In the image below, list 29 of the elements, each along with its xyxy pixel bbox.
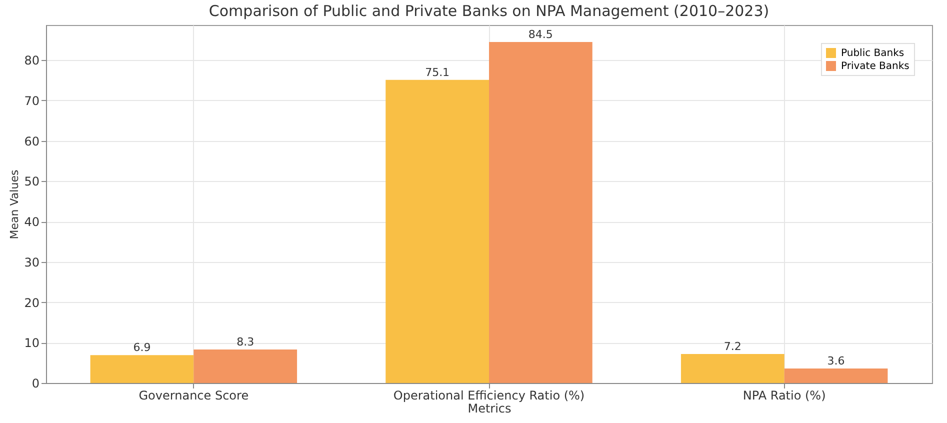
- y-tick-label: 80: [24, 54, 40, 68]
- y-tick-label: 40: [24, 215, 40, 230]
- bar: [489, 42, 592, 383]
- data-label: 84.5: [528, 28, 553, 41]
- y-axis-title: Mean Values: [8, 170, 22, 240]
- legend-label: Private Banks: [841, 61, 910, 72]
- data-label: 8.3: [236, 336, 254, 348]
- bar: [386, 80, 489, 383]
- bar: [784, 368, 888, 383]
- y-tick-label: 70: [24, 94, 40, 108]
- y-tick-label: 0: [32, 376, 40, 390]
- chart-title: Comparison of Public and Private Banks on NPA Management (2010–2023): [208, 2, 770, 20]
- data-label: 7.2: [724, 340, 742, 353]
- x-tick-label: Operational Efficiency Ratio (%): [393, 388, 585, 402]
- data-label: 3.6: [827, 354, 845, 368]
- y-tick-label: 60: [24, 134, 40, 148]
- y-tick-label: 50: [24, 174, 40, 189]
- data-label: 75.1: [425, 66, 450, 79]
- bar: [194, 350, 298, 383]
- x-axis-title: Metrics: [468, 402, 512, 416]
- x-tick-label: NPA Ratio (%): [742, 388, 826, 402]
- y-tick-label: 10: [24, 336, 40, 350]
- legend-label: Public Banks: [841, 48, 904, 59]
- data-label: 6.9: [133, 341, 151, 354]
- x-tick-label: Governance Score: [138, 388, 249, 402]
- bar: [680, 354, 784, 383]
- bar: [90, 355, 194, 383]
- y-tick-label: 20: [24, 296, 40, 310]
- y-tick-label: 30: [24, 255, 40, 270]
